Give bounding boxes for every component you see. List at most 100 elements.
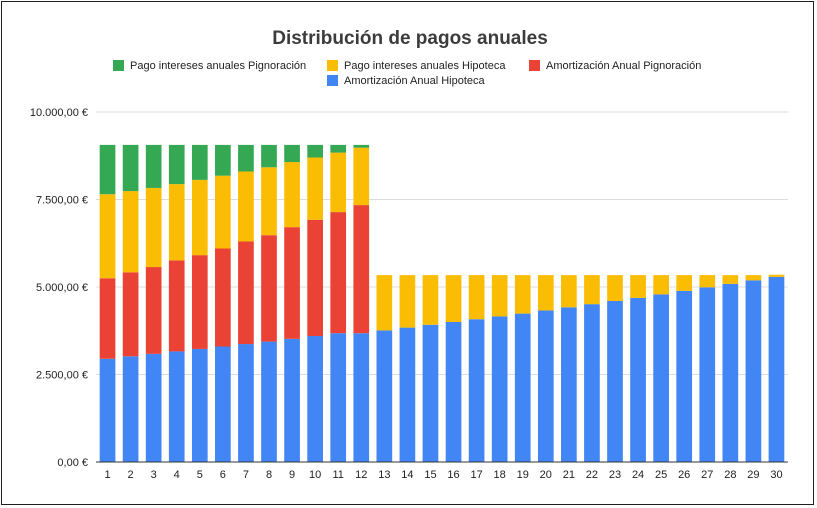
bar-segment	[99, 194, 116, 279]
bar-segment	[122, 356, 139, 462]
x-tick-label: 9	[289, 469, 295, 481]
bar-segment	[376, 330, 393, 462]
bar-segment	[561, 307, 577, 462]
bar-segment	[445, 322, 462, 462]
x-tick-label: 27	[701, 469, 713, 481]
bar-segment	[191, 348, 208, 462]
bar-segment	[284, 338, 300, 462]
bar-segment	[168, 184, 185, 261]
bar-segment	[399, 327, 416, 462]
bar-segment	[722, 275, 739, 284]
bar-segment	[122, 144, 139, 192]
bar-segment	[537, 275, 554, 311]
x-tick-label: 17	[470, 469, 482, 481]
x-tick-label: 24	[632, 469, 644, 481]
bar-segment	[514, 313, 531, 462]
bar-segment	[630, 297, 646, 462]
bar-segment	[145, 267, 162, 354]
bar-segment	[537, 310, 554, 462]
bar-segment	[699, 287, 716, 462]
legend-item: Amortización Anual Pignoración	[529, 60, 701, 72]
bar-segment	[353, 147, 370, 206]
bar-segment	[699, 275, 716, 288]
x-tick-label: 26	[678, 469, 690, 481]
bar-segment	[722, 283, 739, 462]
x-tick-label: 20	[540, 469, 552, 481]
x-tick-label: 13	[378, 469, 390, 481]
legend-swatch	[327, 75, 338, 86]
x-tick-label: 7	[243, 469, 249, 481]
bar-segment	[307, 157, 323, 220]
bar-segment	[584, 304, 600, 462]
legend-item: Amortización Anual Hipoteca	[327, 75, 486, 87]
bar-segment	[307, 219, 323, 336]
bar-segment	[215, 248, 231, 347]
x-tick-label: 30	[770, 469, 782, 481]
bar-segment	[353, 144, 370, 148]
bar-segment	[745, 275, 762, 281]
x-tick-label: 1	[104, 469, 110, 481]
bar-segment	[768, 276, 785, 462]
x-tick-label: 18	[494, 469, 506, 481]
x-tick-label: 11	[332, 469, 343, 481]
x-tick-label: 21	[563, 469, 575, 481]
bar-segment	[561, 275, 577, 308]
x-tick-label: 22	[586, 469, 598, 481]
legend-label: Pago intereses anuales Pignoración	[130, 60, 306, 72]
bar-segment	[330, 152, 347, 213]
x-tick-label: 10	[309, 469, 321, 481]
bar-segment	[215, 346, 231, 462]
bar-segment	[584, 275, 600, 305]
bar-segment	[376, 275, 393, 331]
legend-label: Pago intereses anuales Hipoteca	[344, 60, 506, 72]
legend-label: Amortización Anual Pignoración	[546, 60, 701, 72]
bar-segment	[122, 272, 139, 357]
y-axis: 0,00 € 2.500,00 € 5.000,00 € 7.500,00 € 10.0…	[30, 107, 88, 469]
bar-segment	[330, 212, 347, 334]
x-tick-label: 12	[355, 469, 367, 481]
x-tick-label: 16	[447, 469, 459, 481]
bar-segment	[422, 324, 439, 462]
x-tick-label: 8	[266, 469, 272, 481]
bar-segment	[307, 144, 323, 158]
bar-segment	[745, 280, 762, 462]
bar-segment	[168, 260, 185, 352]
bar-segment	[353, 205, 370, 334]
bar-segment	[215, 175, 231, 249]
bar-segment	[676, 275, 693, 291]
legend: Pago intereses anuales Pignoración Pago i…	[113, 60, 701, 87]
bar-segment	[653, 294, 669, 462]
bar-segment	[514, 275, 531, 314]
y-tick-label: 0,00 €	[57, 457, 88, 469]
x-tick-label: 14	[401, 469, 413, 481]
gridlines	[96, 111, 788, 375]
bar-segment	[99, 358, 116, 462]
bar-segment	[191, 179, 208, 256]
bar-segment	[653, 275, 669, 295]
bar-segment	[145, 353, 162, 462]
bar-segment	[491, 275, 508, 317]
bar-segment	[607, 301, 623, 462]
bar-segment	[145, 187, 162, 268]
x-tick-label: 19	[517, 469, 529, 481]
bar-segment	[99, 144, 116, 195]
x-tick-label: 29	[747, 469, 759, 481]
y-tick-label: 2.500,00 €	[36, 370, 88, 382]
x-axis: 1 2 3 4 5 6 7 8 9 10 11 12 13 14 15 16 17 18 19 20 21 22 23 24 2…	[96, 461, 788, 481]
bar-segment	[284, 227, 300, 339]
bar-segment	[215, 144, 231, 176]
x-tick-label: 5	[197, 469, 203, 481]
legend-item: Pago intereses anuales Hipoteca	[327, 60, 506, 72]
bars	[99, 144, 785, 462]
x-tick-label: 4	[174, 469, 180, 481]
x-tick-label: 2	[128, 469, 134, 481]
bar-segment	[238, 144, 254, 172]
x-tick-label: 28	[724, 469, 736, 481]
bar-segment	[238, 241, 254, 345]
legend-item: Pago intereses anuales Pignoración	[113, 60, 306, 72]
bar-segment	[630, 275, 646, 298]
legend-swatch	[327, 60, 338, 71]
x-tick-label: 15	[424, 469, 436, 481]
bar-segment	[261, 144, 277, 168]
